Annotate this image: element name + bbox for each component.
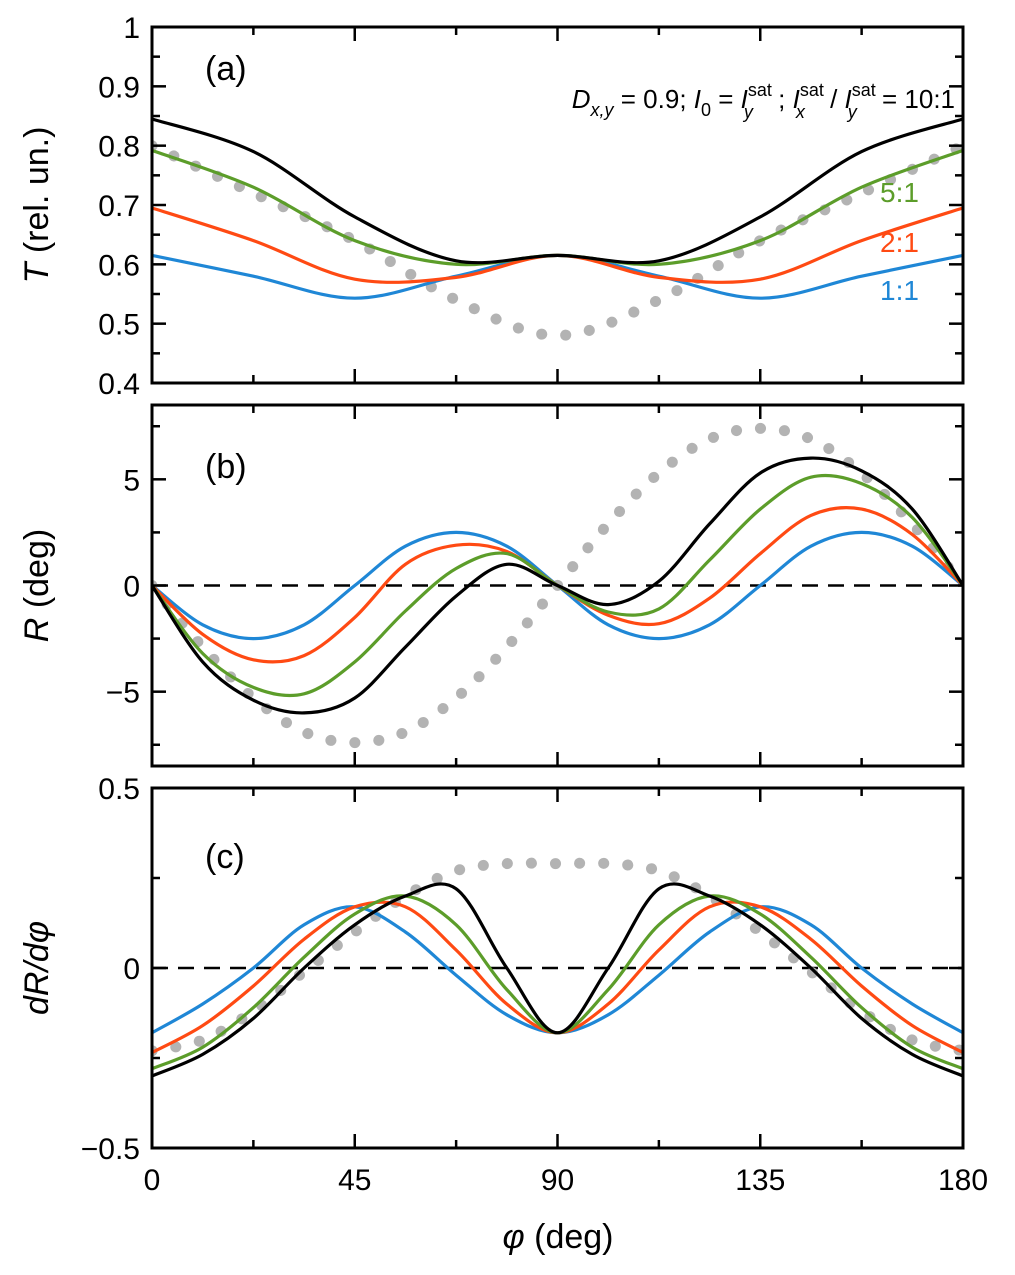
x-tick-label: 180	[938, 1164, 988, 1197]
series-10-1	[152, 882, 963, 1078]
y-tick-label: 0.4	[98, 368, 140, 401]
y-axis-symbol: dR/dφ	[18, 921, 56, 1015]
series-dotted	[152, 857, 963, 1057]
series-group	[152, 117, 963, 342]
series-1-1	[152, 905, 963, 1035]
series-dotted	[152, 140, 963, 342]
y-tick-label: 0.6	[98, 249, 140, 282]
series-1-1	[152, 253, 963, 300]
chart-panel-0: 0.4 0.5 0.6 0.7 0.8 0.9 1 (a) T (rel. un.) 5:1 2:1…	[18, 12, 965, 401]
panel-tag: (c)	[205, 838, 245, 876]
chart-panel-2: 0 45 90 135 180−0.500.5(c)dR/dφ	[18, 773, 988, 1197]
x-tick-label: 45	[338, 1164, 371, 1197]
y-tick-label: 0.7	[98, 190, 140, 223]
y-axis-unit: (deg)	[18, 529, 56, 618]
plot-frame	[150, 25, 965, 385]
y-axis-unit: (rel. un.)	[18, 127, 56, 263]
chart-panel-1: −5 0 5 (b) R (deg)	[18, 403, 965, 768]
y-axis-label: T (rel. un.)	[18, 127, 56, 284]
y-tick-label: −0.5	[81, 1133, 140, 1166]
x-tick-label: 0	[144, 1164, 161, 1197]
ratio-label-1-1: 1:1	[880, 275, 919, 306]
y-axis-symbol: T	[18, 260, 56, 283]
y-tick-label: 0.9	[98, 71, 140, 104]
x-axis-label: φ (deg)	[502, 1218, 613, 1256]
y-axis-label: R (deg)	[18, 529, 56, 642]
series-10-1	[152, 117, 963, 265]
series-2-1	[152, 900, 963, 1055]
y-axis-label: dR/dφ	[18, 921, 56, 1015]
parameter-annotation: Dx,y = 0.9; I0 = Isat y ; Isat x / Isat y =…	[572, 80, 955, 122]
panel-tag: (b)	[205, 448, 247, 486]
y-axis-symbol: R	[18, 618, 56, 643]
panels: 0.4 0.5 0.6 0.7 0.8 0.9 1 (a) T (rel. un.) 5:1 2:1…	[18, 12, 988, 1197]
x-tick-label: 135	[735, 1164, 785, 1197]
y-tick-label: 1	[123, 12, 140, 45]
ratio-label-5-1: 5:1	[880, 177, 919, 208]
y-tick-label: 0.5	[98, 773, 140, 806]
ratio-label-2-1: 2:1	[880, 227, 919, 258]
series-group	[152, 857, 963, 1078]
series-2-1	[152, 206, 963, 284]
series-group	[152, 422, 963, 749]
y-tick-label: 5	[123, 464, 140, 497]
x-tick-label: 90	[541, 1164, 574, 1197]
y-tick-label: 0	[123, 953, 140, 986]
y-tick-label: 0	[123, 571, 140, 604]
y-tick-label: 0.8	[98, 131, 140, 164]
panel-tag: (a)	[205, 50, 247, 88]
y-tick-label: 0.5	[98, 309, 140, 342]
series-10-1	[152, 456, 963, 715]
series-5-1	[152, 894, 963, 1071]
y-tick-label: −5	[106, 677, 140, 710]
